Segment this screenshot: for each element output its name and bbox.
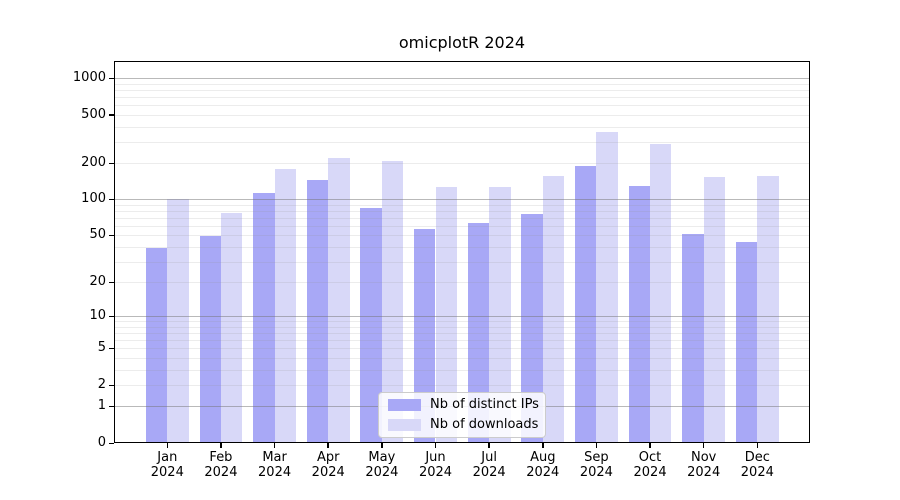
y-tick-label-5: 5 — [97, 340, 106, 356]
y-tick-label-1: 1 — [97, 398, 106, 414]
x-tick-3 — [273, 443, 276, 448]
legend-swatch-downloads — [388, 418, 421, 431]
x-tick-label-jun: Jun 2024 — [418, 450, 453, 480]
x-tick-9 — [595, 443, 598, 448]
y-tick-label-0: 0 — [97, 435, 106, 450]
legend-item-downloads: Nb of downloads — [388, 416, 539, 434]
x-tick-6 — [434, 443, 437, 448]
x-tick-label-sep: Sep 2024 — [579, 450, 613, 480]
x-tick-label-nov: Nov 2024 — [687, 450, 721, 480]
legend-label-downloads: Nb of downloads — [430, 416, 539, 432]
x-tick-1 — [166, 443, 169, 448]
x-tick-label-dec: Dec 2024 — [740, 450, 774, 480]
x-tick-2 — [220, 443, 222, 448]
x-tick-8 — [542, 443, 544, 448]
x-tick-12 — [756, 443, 759, 448]
x-tick-label-may: May 2024 — [365, 450, 399, 480]
x-tick-label-oct: Oct 2024 — [633, 450, 667, 480]
y-tick-label-20: 20 — [89, 274, 106, 290]
y-tick-label-100: 100 — [81, 191, 106, 207]
x-tick-11 — [702, 443, 705, 448]
legend-item-distinct-ips: Nb of distinct IPs — [388, 397, 539, 414]
plot-border — [114, 61, 810, 443]
y-tick-label-500: 500 — [81, 106, 106, 122]
x-tick-label-jan: Jan 2024 — [150, 450, 184, 480]
x-tick-label-mar: Mar 2024 — [258, 450, 292, 480]
y-tick-label-10: 10 — [89, 308, 106, 324]
y-tick-label-2: 2 — [97, 377, 106, 392]
y-tick-label-200: 200 — [81, 155, 106, 171]
legend-label-distinct-ips: Nb of distinct IPs — [430, 397, 539, 413]
x-tick-5 — [381, 443, 383, 448]
y-tick-label-1000: 1000 — [72, 70, 106, 86]
x-tick-label-jul: Jul 2024 — [472, 450, 506, 480]
x-tick-7 — [488, 443, 490, 448]
chart-title: omicplotR 2024 — [398, 33, 526, 52]
x-tick-10 — [649, 443, 651, 448]
y-tick-label-50: 50 — [89, 227, 106, 243]
legend-swatch-distinct-ips — [388, 399, 421, 412]
x-tick-label-aug: Aug 2024 — [526, 450, 560, 480]
legend: Nb of distinct IPs Nb of downloads — [378, 392, 546, 438]
x-tick-4 — [327, 443, 329, 448]
x-tick-label-apr: Apr 2024 — [311, 450, 345, 480]
x-tick-label-feb: Feb 2024 — [204, 450, 238, 480]
